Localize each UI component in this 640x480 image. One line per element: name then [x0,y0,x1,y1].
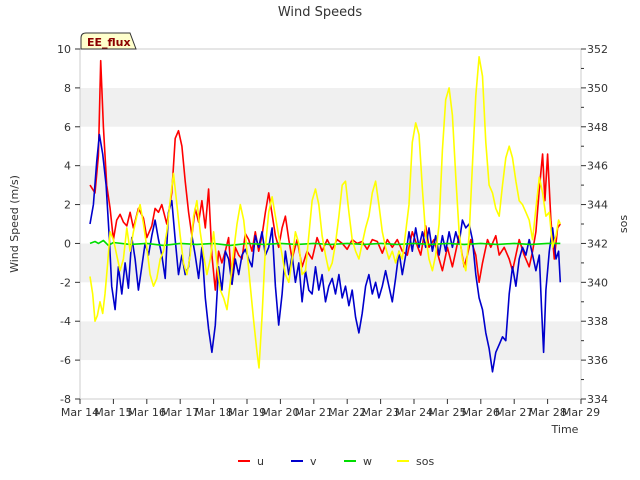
y-tick-label: 10 [57,43,71,56]
x-tick-label: Mar 14 [61,406,99,419]
x-tick-label: Mar 22 [328,406,366,419]
y2-tick-label: 350 [587,82,608,95]
y2-tick-label: 344 [587,199,608,212]
x-tick-label: Mar 23 [361,406,399,419]
legend-label-v: v [310,455,317,468]
grid-band [80,321,581,361]
x-tick-label: Mar 15 [94,406,132,419]
x-tick-label: Mar 16 [128,406,166,419]
legend-label-u: u [257,455,264,468]
y-tick-label: -2 [60,276,71,289]
y-tick-label: 2 [64,199,71,212]
site-badge: EE_flux [80,32,137,50]
y-axis-ticks: -8 -6 -4 -2 0 2 4 6 8 10 [57,43,80,406]
x-tick-label: Mar 28 [528,406,566,419]
y2-axis-label: sos [617,215,630,233]
series-line-sos [89,55,562,369]
x-tick-label: Mar 26 [462,406,500,419]
site-badge-text: EE_flux [87,36,131,49]
legend-label-w: w [363,455,372,468]
x-tick-label: Mar 25 [428,406,466,419]
series-line-w [89,239,561,247]
site-badge-box [80,32,137,50]
y-tick-label: 8 [64,82,71,95]
x-tick-label: Mar 24 [395,406,433,419]
x-axis-label: Time [551,423,579,436]
y-tick-label: 6 [64,121,71,134]
y2-tick-label: 340 [587,276,608,289]
x-tick-label: Mar 21 [295,406,333,419]
x-tick-label: Mar 19 [228,406,266,419]
legend: u v w sos [238,455,434,468]
x-tick-label: Mar 27 [495,406,533,419]
legend-label-sos: sos [416,455,434,468]
y-tick-label: -8 [60,393,71,406]
grid-band [80,126,581,166]
y-tick-label: -6 [60,354,71,367]
y-tick-label: 4 [64,160,71,173]
chart-title: Wind Speeds [278,5,363,20]
y-axis-label: Wind Speed (m/s) [8,175,21,273]
y-tick-label: -4 [60,315,71,328]
y2-tick-label: 346 [587,160,608,173]
y2-tick-label: 338 [587,315,608,328]
x-tick-label: Mar 17 [161,406,199,419]
y2-tick-label: 336 [587,354,608,367]
grid-band [80,360,581,399]
grid-band [80,282,581,322]
y2-axis-ticks: 334 336 338 340 342 344 346 348 350 352 [581,43,608,406]
y2-tick-label: 342 [587,237,608,250]
x-tick-label: Mar 18 [194,406,232,419]
grid-band [80,49,581,88]
y2-tick-label: 352 [587,43,608,56]
y-tick-label: 0 [64,237,71,250]
y2-tick-label: 348 [587,121,608,134]
series-layer [89,55,562,373]
x-tick-label: Mar 20 [261,406,299,419]
y2-tick-label: 334 [587,393,608,406]
series-line-u [89,59,561,291]
grid-band [80,87,581,127]
grid-band [80,165,581,205]
x-tick-label: Mar 29 [562,406,600,419]
